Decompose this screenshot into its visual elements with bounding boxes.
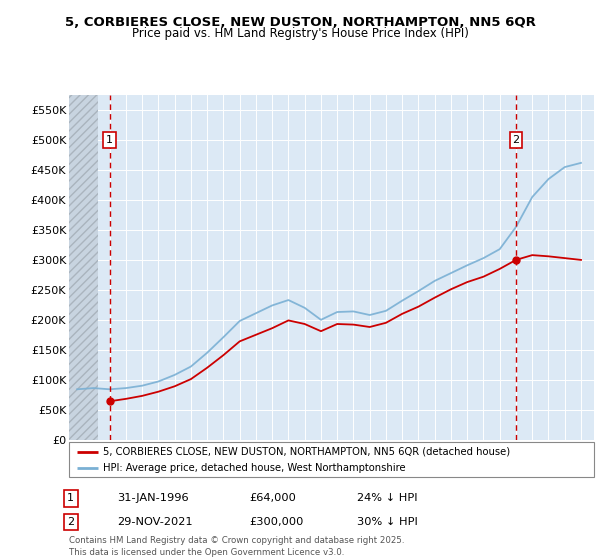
Text: HPI: Average price, detached house, West Northamptonshire: HPI: Average price, detached house, West… — [103, 463, 406, 473]
Text: Contains HM Land Registry data © Crown copyright and database right 2025.
This d: Contains HM Land Registry data © Crown c… — [69, 536, 404, 557]
Text: 2: 2 — [512, 135, 520, 145]
Text: £64,000: £64,000 — [249, 493, 296, 503]
Text: 30% ↓ HPI: 30% ↓ HPI — [357, 517, 418, 527]
Text: 24% ↓ HPI: 24% ↓ HPI — [357, 493, 418, 503]
Bar — [69, 95, 98, 440]
Text: £300,000: £300,000 — [249, 517, 304, 527]
FancyBboxPatch shape — [69, 442, 594, 477]
Text: 5, CORBIERES CLOSE, NEW DUSTON, NORTHAMPTON, NN5 6QR (detached house): 5, CORBIERES CLOSE, NEW DUSTON, NORTHAMP… — [103, 447, 510, 457]
Text: 1: 1 — [106, 135, 113, 145]
Text: Price paid vs. HM Land Registry's House Price Index (HPI): Price paid vs. HM Land Registry's House … — [131, 27, 469, 40]
Text: 1: 1 — [67, 493, 74, 503]
Text: 29-NOV-2021: 29-NOV-2021 — [117, 517, 193, 527]
Text: 2: 2 — [67, 517, 74, 527]
Text: 5, CORBIERES CLOSE, NEW DUSTON, NORTHAMPTON, NN5 6QR: 5, CORBIERES CLOSE, NEW DUSTON, NORTHAMP… — [65, 16, 535, 29]
Text: 31-JAN-1996: 31-JAN-1996 — [117, 493, 188, 503]
